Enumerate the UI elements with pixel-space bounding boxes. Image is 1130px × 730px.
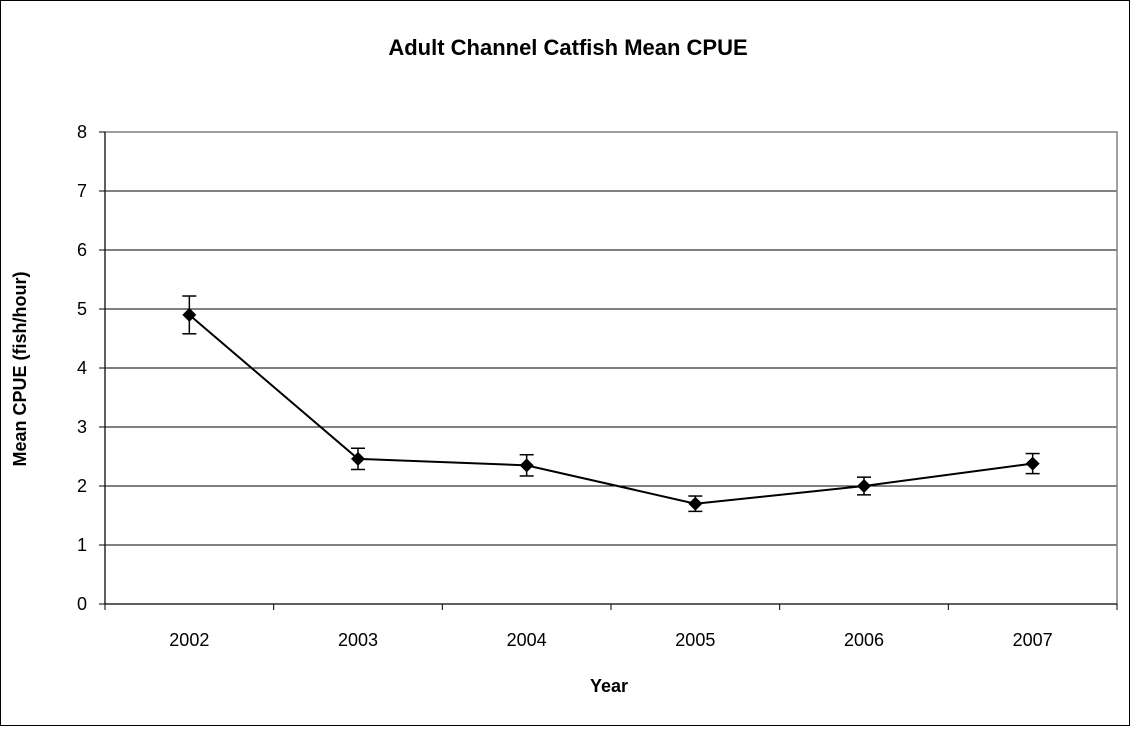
x-axis-title: Year (590, 676, 628, 696)
data-point (351, 451, 365, 466)
series-line (188, 314, 1033, 505)
y-tick-label: 8 (77, 122, 87, 142)
data-point (182, 307, 197, 322)
gridlines (105, 131, 1117, 546)
chart-title: Adult Channel Catfish Mean CPUE (388, 35, 747, 60)
error-bars (182, 295, 1040, 513)
y-tick-label: 0 (77, 594, 87, 614)
x-tick-label: 2006 (844, 630, 884, 650)
data-point (857, 479, 871, 493)
y-tick-label: 7 (77, 181, 87, 201)
x-tick-label: 2005 (675, 630, 715, 650)
data-point (1025, 456, 1040, 471)
x-tick-label: 2003 (338, 630, 378, 650)
x-tick-label: 2004 (507, 630, 547, 650)
x-tick-label: 2002 (169, 630, 209, 650)
y-tick-label: 4 (77, 358, 87, 378)
data-points (182, 307, 1040, 511)
y-tick-label: 2 (77, 476, 87, 496)
y-tick-label: 6 (77, 240, 87, 260)
y-axis-title: Mean CPUE (fish/hour) (10, 271, 30, 466)
axes (99, 131, 1118, 610)
data-point (519, 458, 534, 473)
data-point (688, 496, 703, 511)
y-tick-label: 1 (77, 535, 87, 555)
x-tick-label: 2007 (1013, 630, 1053, 650)
x-tick-labels: 2002 2003 2004 2005 2006 2007 (169, 630, 1052, 650)
y-tick-label: 3 (77, 417, 87, 437)
y-tick-label: 5 (77, 299, 87, 319)
y-tick-labels: 0 1 2 3 4 5 6 7 8 (77, 122, 87, 614)
